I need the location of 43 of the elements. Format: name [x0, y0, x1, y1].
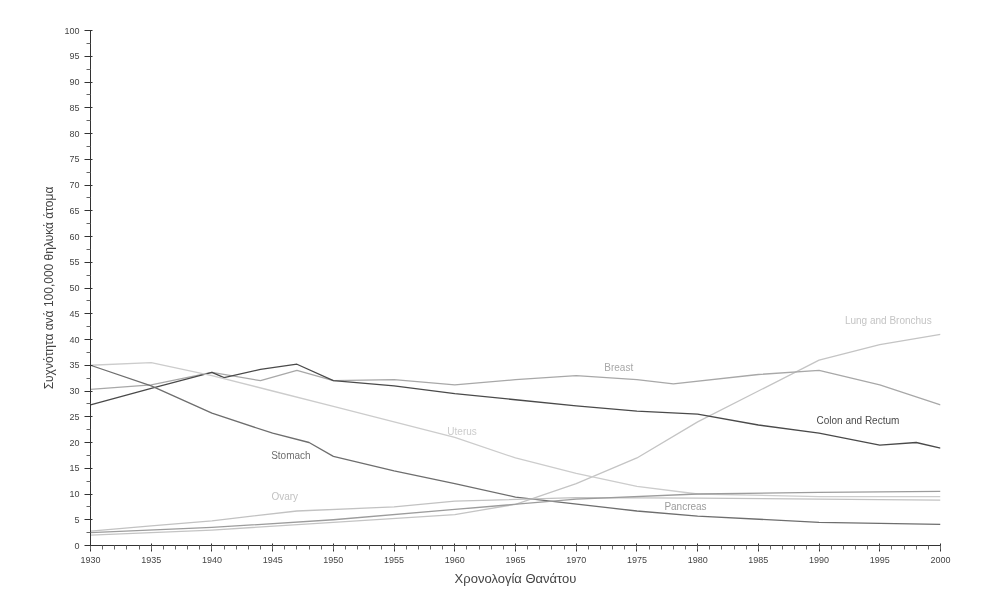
y-tick-label: 70: [69, 180, 80, 190]
y-tick-label: 20: [69, 437, 80, 448]
y-tick-label: 5: [74, 514, 80, 525]
series-label: Breast: [604, 361, 634, 373]
x-tick-label: 1965: [505, 554, 526, 565]
x-tick-label: 1985: [748, 554, 769, 565]
x-tick-label: 1950: [323, 554, 344, 565]
y-tick-label: 35: [69, 360, 80, 371]
x-tick-label: 1980: [687, 554, 708, 565]
x-tick-label: 1960: [444, 554, 465, 565]
x-tick-label: 1945: [262, 554, 283, 565]
y-tick-label: 25: [69, 411, 80, 422]
y-tick-label: 100: [64, 25, 80, 36]
series-label: Ovary: [271, 490, 299, 502]
y-tick-label: 55: [69, 257, 80, 268]
x-tick-label: 1940: [201, 554, 222, 565]
y-tick-label: 30: [69, 386, 80, 396]
series-label: Pancreas: [664, 501, 707, 513]
y-tick-label: 65: [69, 205, 80, 216]
x-tick-label: 1930: [80, 554, 101, 565]
y-tick-label: 50: [69, 283, 80, 293]
series-label: Stomach: [271, 449, 311, 461]
x-tick-label: 1955: [384, 554, 405, 565]
x-axis-title: Χρονολογία Θανάτου: [454, 570, 577, 586]
series-label: Colon and Rectum: [816, 415, 900, 427]
x-tick-label: 2000: [930, 554, 951, 565]
x-tick-label: 1995: [869, 554, 890, 565]
y-tick-label: 85: [69, 102, 80, 113]
y-tick-label: 45: [69, 308, 80, 319]
y-axis-title: Συχνότητα ανά 100,000 θηλυκά άτομα: [42, 186, 57, 390]
y-tick-label: 15: [69, 463, 80, 474]
x-tick-label: 1975: [626, 554, 647, 565]
y-tick-label: 10: [69, 489, 80, 499]
y-tick-label: 75: [69, 154, 80, 165]
y-tick-label: 90: [69, 77, 80, 87]
y-tick-label: 0: [74, 540, 80, 551]
x-tick-label: 1990: [809, 554, 830, 565]
y-tick-label: 80: [69, 128, 80, 139]
x-tick-label: 1970: [566, 554, 587, 565]
y-tick-label: 60: [69, 231, 80, 242]
x-tick-label: 1935: [141, 554, 162, 565]
y-tick-label: 40: [69, 334, 80, 345]
y-tick-label: 95: [69, 51, 80, 62]
